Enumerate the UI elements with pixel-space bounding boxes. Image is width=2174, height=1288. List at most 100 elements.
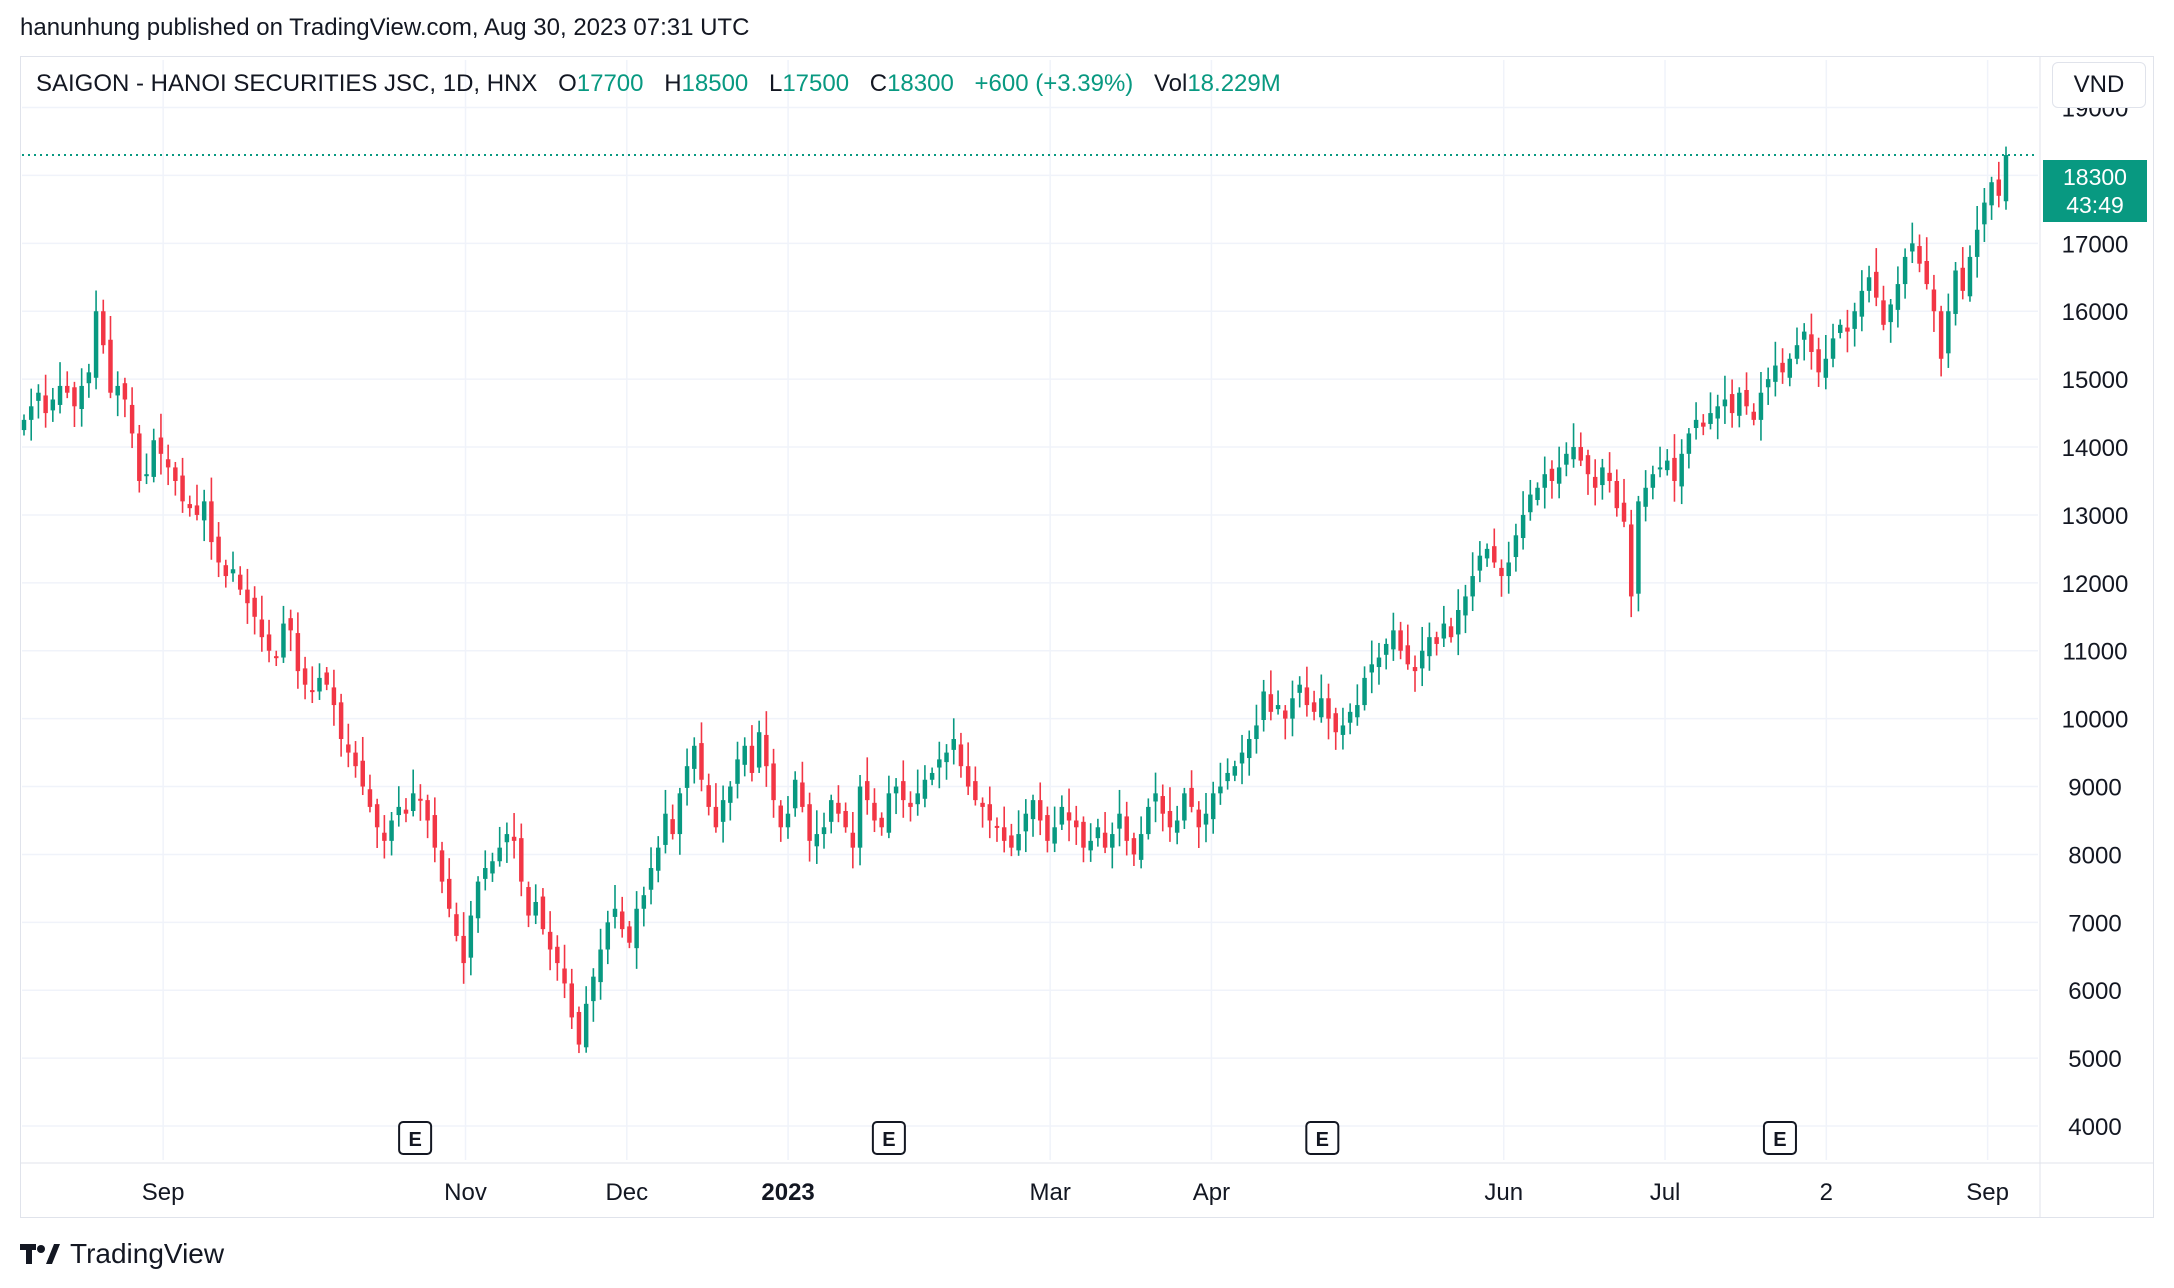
candle-body <box>504 834 510 843</box>
candle-body <box>764 734 769 767</box>
candle-body <box>1729 394 1735 414</box>
candle-body <box>1931 289 1937 312</box>
candle-body <box>1845 327 1850 332</box>
chart-frame[interactable] <box>20 56 2154 1218</box>
candle-body <box>980 802 985 807</box>
y-tick-label: 6000 <box>2068 978 2121 1005</box>
candle-body <box>656 847 661 871</box>
candle-body <box>1816 349 1821 373</box>
candle-body <box>216 536 221 563</box>
currency-button[interactable]: VND <box>2052 62 2146 108</box>
candle-body <box>1376 657 1382 668</box>
candle-body <box>1830 338 1836 359</box>
candle-body <box>1910 243 1915 252</box>
candle-body <box>115 385 120 396</box>
candle-body <box>1347 711 1353 723</box>
candle-body <box>310 690 315 693</box>
candle-body <box>1628 524 1634 597</box>
candle-body <box>1881 300 1886 325</box>
change-value: +600 (+3.39%) <box>974 70 1134 97</box>
close-label: C <box>869 70 888 97</box>
candle-body <box>1146 806 1151 835</box>
candle-body <box>1283 710 1288 719</box>
candle-body <box>108 339 113 393</box>
candle-body <box>843 810 848 828</box>
candle-body <box>836 802 841 814</box>
candle-body <box>821 827 827 835</box>
candle-body <box>749 745 755 773</box>
candle-body <box>1708 413 1713 424</box>
candle-body <box>93 311 99 378</box>
price-axis[interactable]: 4000 5000 6000 7000 8000 9000 10000 11000 12000 1… <box>2062 96 2129 1142</box>
earnings-marker[interactable] <box>1762 1121 1797 1155</box>
candle-body <box>1917 246 1922 264</box>
candle-body <box>1153 793 1158 802</box>
candle-body <box>1600 467 1605 486</box>
candle-body <box>1074 820 1079 828</box>
candle-body <box>266 634 272 651</box>
candle-body <box>360 760 365 787</box>
candle-body <box>1686 433 1692 454</box>
brand-name: TradingView <box>70 1238 225 1269</box>
candle-body <box>1492 546 1497 563</box>
earnings-marker[interactable] <box>398 1121 433 1155</box>
open-label: O <box>558 70 577 97</box>
candle-body <box>1571 447 1576 460</box>
candle-body <box>965 766 971 787</box>
candle-body <box>1693 419 1699 429</box>
candle-body <box>1290 698 1295 719</box>
candle-body <box>230 569 236 574</box>
candle-body <box>1383 643 1389 655</box>
candle-body <box>663 813 668 845</box>
candle-body <box>519 838 524 882</box>
x-tick-label: Jul <box>1650 1179 1681 1206</box>
candle-body <box>36 392 41 401</box>
candle-body <box>1852 311 1857 329</box>
candle-body <box>446 878 452 909</box>
candle-body <box>338 702 344 740</box>
candle-body <box>1247 739 1252 759</box>
candle-body <box>1131 838 1137 855</box>
candle-body <box>137 433 142 481</box>
candle-body <box>1535 487 1540 500</box>
candle-body <box>987 804 993 821</box>
earnings-marker[interactable] <box>1305 1121 1340 1155</box>
candle-body <box>1794 345 1800 359</box>
candle-body <box>1009 835 1014 848</box>
candle-body <box>1311 702 1317 712</box>
candle-body <box>1016 834 1021 851</box>
candle-body <box>65 385 70 393</box>
candle-body <box>1203 813 1209 825</box>
candle-body <box>1225 772 1230 782</box>
last-price-value: 18300 <box>2063 164 2127 190</box>
candle-body <box>1355 705 1360 718</box>
candle-body <box>908 802 913 807</box>
candle-body <box>1052 827 1057 844</box>
time-axis[interactable]: Sep Nov Dec 2023 Mar Apr Jun Jul 2 Sep <box>142 1179 2009 1206</box>
candle-body <box>1369 664 1374 673</box>
candle-body <box>1982 202 1987 225</box>
candle-body <box>483 868 488 879</box>
candle-body <box>1189 787 1194 807</box>
candle-body <box>1268 694 1274 712</box>
candle-body <box>21 419 27 431</box>
candle-body <box>619 911 625 930</box>
candle-body <box>288 618 293 631</box>
earnings-marker[interactable] <box>871 1121 906 1155</box>
candle-body <box>1095 827 1101 839</box>
candle-body <box>165 459 171 468</box>
candle-body <box>28 406 34 420</box>
candle-body <box>1874 271 1879 298</box>
candle-body <box>1484 548 1490 559</box>
candle-body <box>86 372 92 384</box>
candle-body <box>1340 725 1346 735</box>
candle-body <box>634 908 639 949</box>
candle-body <box>1542 474 1547 488</box>
candle-body <box>1160 796 1165 814</box>
candle-body <box>1556 467 1562 484</box>
y-tick-label: 13000 <box>2062 503 2129 530</box>
y-tick-label: 16000 <box>2062 299 2129 326</box>
candle-body <box>1967 256 1973 297</box>
candle-body <box>1895 284 1901 310</box>
